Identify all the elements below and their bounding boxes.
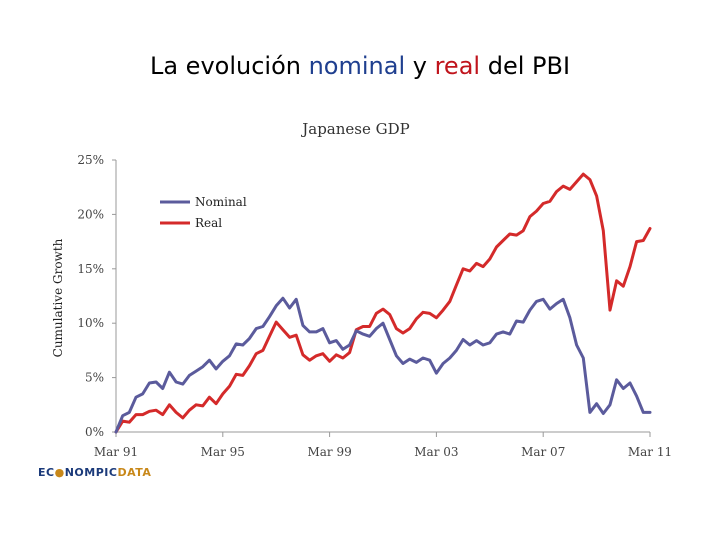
legend: Nominal Real [160, 195, 247, 230]
series-group [114, 172, 652, 434]
x-tick-label: Mar 91 [94, 445, 138, 459]
y-tick-label: 25% [77, 153, 104, 167]
y-axis-label: Cumulative Growth [51, 238, 65, 357]
logo-part-1: EC [38, 466, 55, 479]
chart-title: Japanese GDP [300, 120, 409, 138]
y-tick-label: 0% [85, 425, 104, 439]
legend-label-real: Real [195, 216, 222, 230]
y-tick-label: 10% [77, 316, 104, 330]
x-tick-label: Mar 95 [201, 445, 245, 459]
title-nominal-word: nominal [308, 52, 406, 80]
title-part-3: del PBI [480, 52, 571, 80]
x-tick-label: Mar 03 [414, 445, 458, 459]
x-tick-label: Mar 99 [307, 445, 351, 459]
x-tick-label: Mar 11 [628, 445, 672, 459]
slide-title: La evolución nominal y real del PBI [0, 52, 720, 80]
y-tick-label: 20% [77, 207, 104, 221]
economicdata-logo: EC●NOMPICDATA [38, 466, 151, 479]
y-tick-label: 15% [77, 262, 104, 276]
x-tick-label: Mar 07 [521, 445, 565, 459]
logo-part-3: DATA [117, 466, 152, 479]
axes: 0% 5% 10% 15% 20% 25% Mar 91 Mar 95 Mar 99 Mar 03… [77, 153, 672, 459]
series-line-nominal [114, 296, 652, 434]
y-tick-label: 5% [85, 371, 104, 385]
logo-part-2: NOMPIC [64, 466, 118, 479]
title-real-word: real [434, 52, 481, 80]
legend-label-nominal: Nominal [195, 195, 247, 209]
logo-globe-icon: ● [54, 466, 65, 479]
series-line-real [114, 172, 652, 434]
title-part-1: La evolución [149, 52, 309, 80]
title-part-2: y [405, 52, 435, 80]
